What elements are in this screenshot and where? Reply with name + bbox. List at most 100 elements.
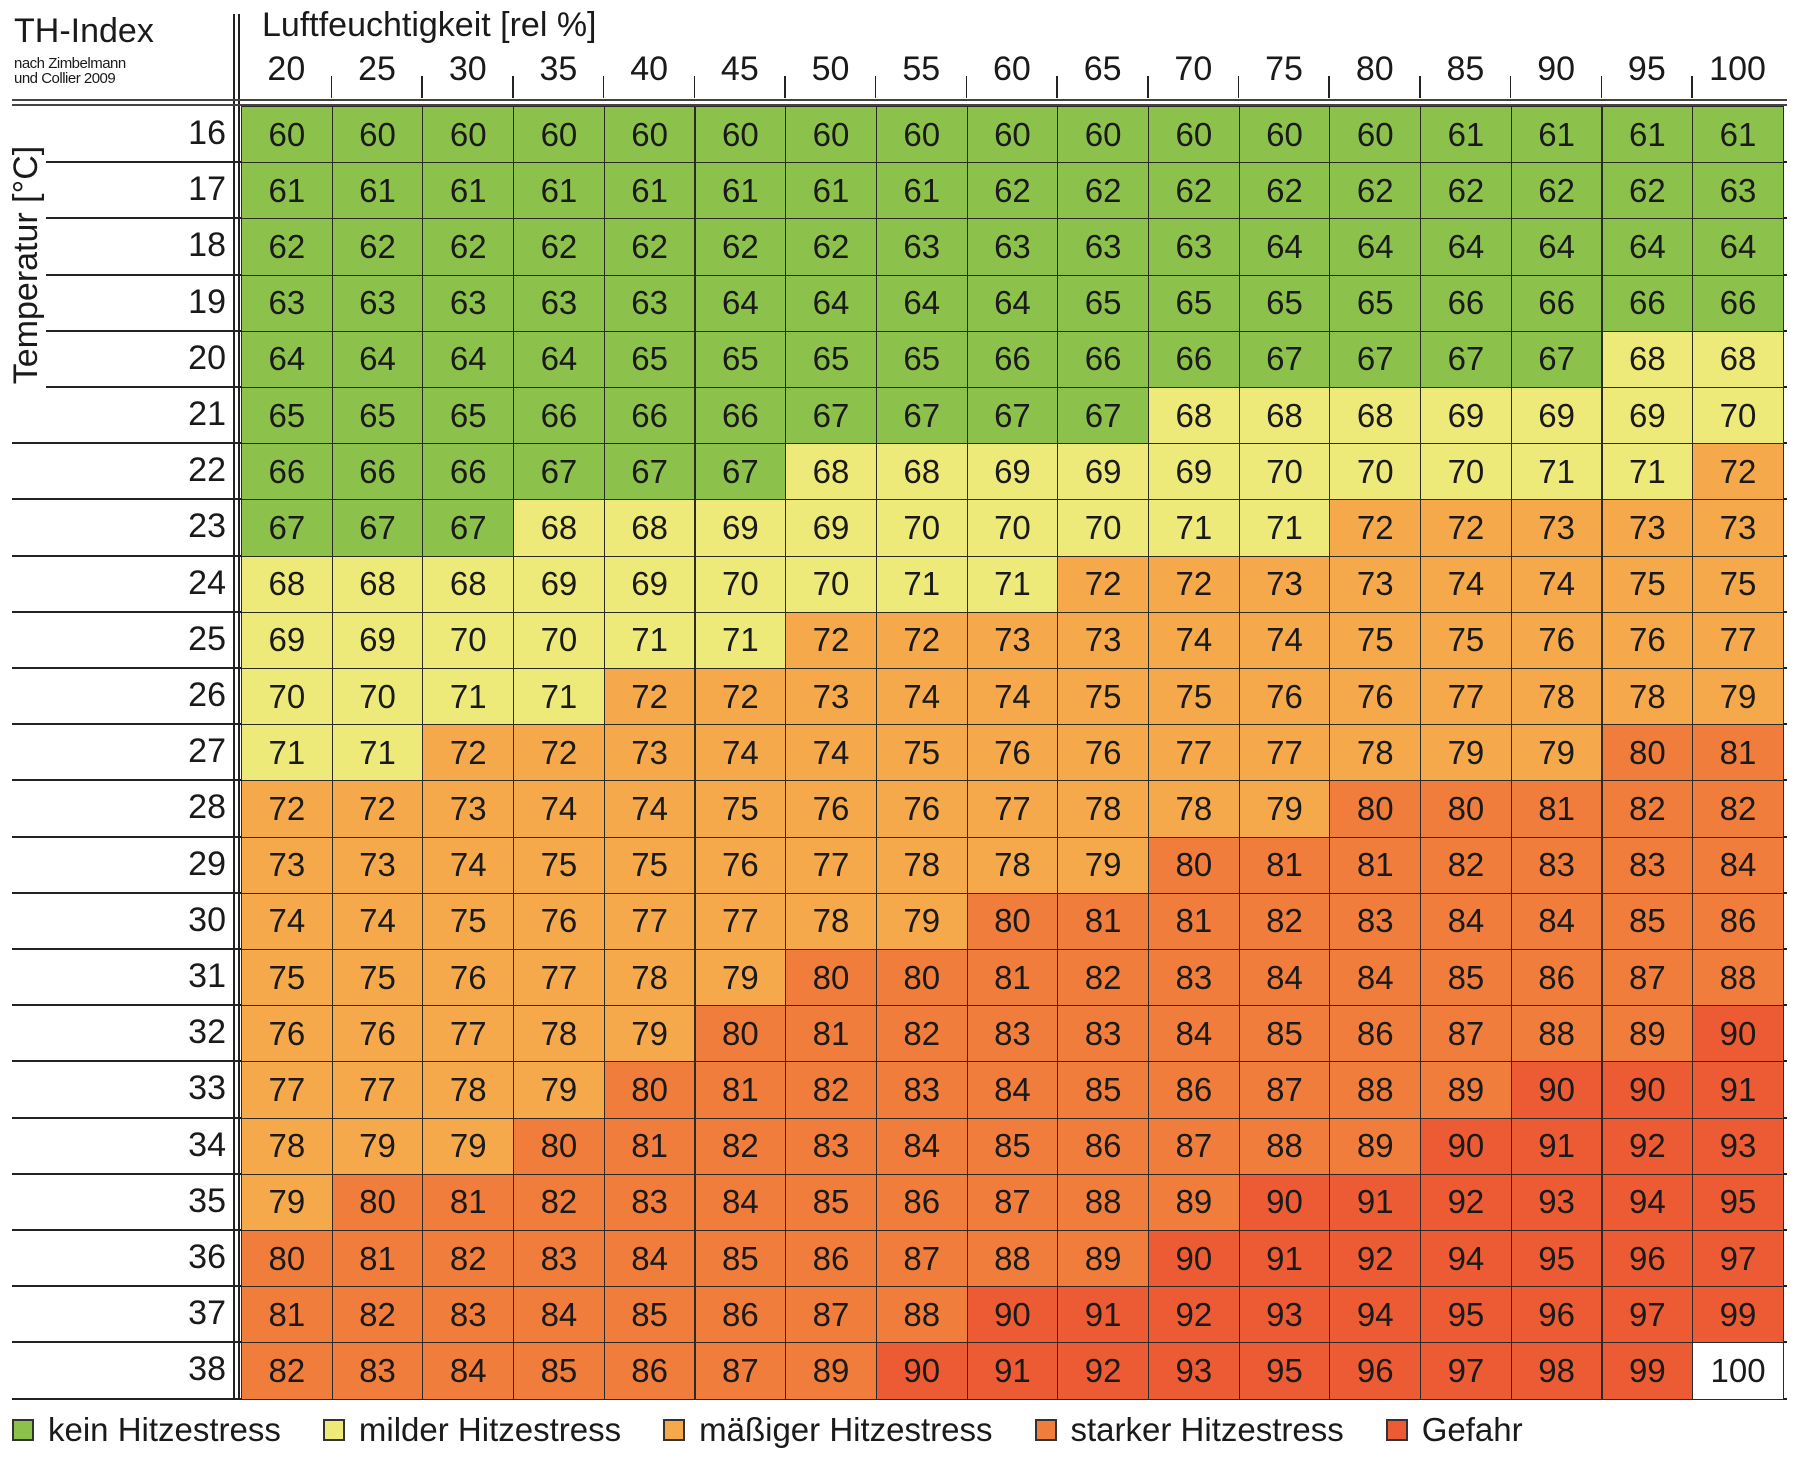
row-header: 29 <box>188 844 226 883</box>
legend-label: Gefahr <box>1421 1411 1523 1448</box>
heatmap-cell: 83 <box>1601 836 1694 894</box>
heatmap-cell: 70 <box>513 611 605 669</box>
heatmap-cell: 70 <box>1238 443 1331 501</box>
heatmap-cell: 87 <box>875 1230 968 1288</box>
heatmap-cell: 80 <box>1148 836 1240 894</box>
heatmap-cell: 94 <box>1420 1230 1512 1288</box>
heatmap-cell: 75 <box>241 949 333 1007</box>
heatmap-cell: 81 <box>241 1286 333 1344</box>
row-header: 35 <box>188 1181 226 1220</box>
heatmap-cell: 64 <box>1510 218 1603 276</box>
heatmap-cell: 64 <box>966 274 1059 332</box>
column-tick <box>784 76 786 98</box>
heatmap-cell: 66 <box>1420 274 1512 332</box>
heatmap-cell: 77 <box>694 892 787 950</box>
heatmap-cell: 77 <box>1420 668 1512 726</box>
heatmap-cell: 79 <box>331 1117 424 1175</box>
heatmap-cell: 67 <box>1420 330 1512 388</box>
heatmap-cell: 73 <box>1329 555 1422 613</box>
heatmap-cell: 86 <box>694 1286 787 1344</box>
heatmap-cell: 70 <box>875 499 968 557</box>
heatmap-cell: 66 <box>241 443 333 501</box>
heatmap-cell: 62 <box>513 218 605 276</box>
heatmap-cell: 71 <box>875 555 968 613</box>
heatmap-cell: 66 <box>1692 274 1784 332</box>
heatmap-cell: 92 <box>1420 1173 1512 1231</box>
heatmap-cell: 97 <box>1692 1230 1784 1288</box>
heatmap-cell: 79 <box>875 892 968 950</box>
heatmap-cell: 66 <box>1510 274 1603 332</box>
heatmap-cell: 79 <box>513 1061 605 1119</box>
column-tick <box>1509 76 1512 98</box>
heatmap-cell: 87 <box>694 1342 787 1400</box>
heatmap-cell: 77 <box>331 1061 424 1119</box>
heatmap-cell: 61 <box>241 162 333 220</box>
heatmap-cell: 77 <box>785 836 877 894</box>
heatmap-cell: 60 <box>331 106 424 164</box>
heatmap-cell: 74 <box>694 724 787 782</box>
heatmap-cell: 65 <box>1057 274 1149 332</box>
row-header: 34 <box>188 1125 226 1164</box>
heatmap-cell: 63 <box>1692 162 1784 220</box>
legend-label: starker Hitzestress <box>1070 1411 1344 1448</box>
heatmap-cell: 83 <box>331 1342 424 1400</box>
heatmap-cell: 61 <box>1420 106 1512 164</box>
heatmap-cell: 80 <box>785 949 877 1007</box>
heatmap-cell: 93 <box>1692 1117 1784 1175</box>
heatmap-cell: 80 <box>603 1061 696 1119</box>
heatmap-cell: 64 <box>694 274 787 332</box>
heatmap-cell: 96 <box>1329 1342 1422 1400</box>
heatmap-cell: 69 <box>785 499 877 557</box>
heatmap-cell: 85 <box>694 1230 787 1288</box>
row-header: 25 <box>188 619 226 658</box>
column-header: 95 <box>1627 50 1666 88</box>
heatmap-cell: 70 <box>422 611 515 669</box>
heatmap-cell: 94 <box>1329 1286 1422 1344</box>
heatmap-cell: 62 <box>331 218 424 276</box>
row-header: 27 <box>188 732 226 771</box>
heatmap-cell: 73 <box>422 780 515 838</box>
legend: kein Hitzestress milder Hitzestress mäßige… <box>12 1410 1565 1450</box>
heatmap-cell: 77 <box>603 892 696 950</box>
heatmap-cell: 88 <box>1329 1061 1422 1119</box>
heatmap-cell: 83 <box>1057 1005 1149 1063</box>
heatmap-cell: 74 <box>785 724 877 782</box>
heatmap-cell: 76 <box>875 780 968 838</box>
heatmap-cell: 82 <box>241 1342 333 1400</box>
heatmap-cell: 64 <box>331 330 424 388</box>
y-axis-label: Temperatur [°C] <box>6 120 46 410</box>
heatmap-cell: 96 <box>1510 1286 1603 1344</box>
heatmap-cell: 65 <box>1329 274 1422 332</box>
column-tick <box>1237 76 1240 98</box>
heatmap-cell: 78 <box>1601 668 1694 726</box>
heatmap-cell: 72 <box>875 611 968 669</box>
heatmap-cell: 70 <box>241 668 333 726</box>
heatmap-cell: 76 <box>1601 611 1694 669</box>
legend-swatch <box>1385 1419 1408 1441</box>
column-tick <box>512 76 514 98</box>
heatmap-cell: 66 <box>422 443 515 501</box>
heatmap-cell: 84 <box>966 1061 1059 1119</box>
heatmap-cell: 88 <box>1238 1117 1331 1175</box>
heatmap-cell: 74 <box>603 780 696 838</box>
heatmap-cell: 60 <box>603 106 696 164</box>
heatmap-cell: 79 <box>241 1173 333 1231</box>
heatmap-cell: 72 <box>1420 499 1512 557</box>
heatmap-cell: 86 <box>785 1230 877 1288</box>
heatmap-cell: 78 <box>603 949 696 1007</box>
heatmap-cell: 70 <box>1692 387 1784 445</box>
legend-swatch <box>322 1419 345 1441</box>
heatmap-cell: 67 <box>422 499 515 557</box>
heatmap-cell: 72 <box>513 724 605 782</box>
heatmap-cell: 89 <box>1329 1117 1422 1175</box>
heatmap-cell: 61 <box>1510 106 1603 164</box>
heatmap-cell: 68 <box>1148 387 1240 445</box>
heatmap-cell: 84 <box>513 1286 605 1344</box>
heatmap-cell: 65 <box>785 330 877 388</box>
heatmap-cell: 76 <box>241 1005 333 1063</box>
heatmap-cell: 99 <box>1692 1286 1784 1344</box>
heatmap-cell: 84 <box>1692 836 1784 894</box>
column-header: 25 <box>358 50 396 88</box>
heatmap-cell: 69 <box>331 611 424 669</box>
heatmap-cell: 64 <box>1601 218 1694 276</box>
